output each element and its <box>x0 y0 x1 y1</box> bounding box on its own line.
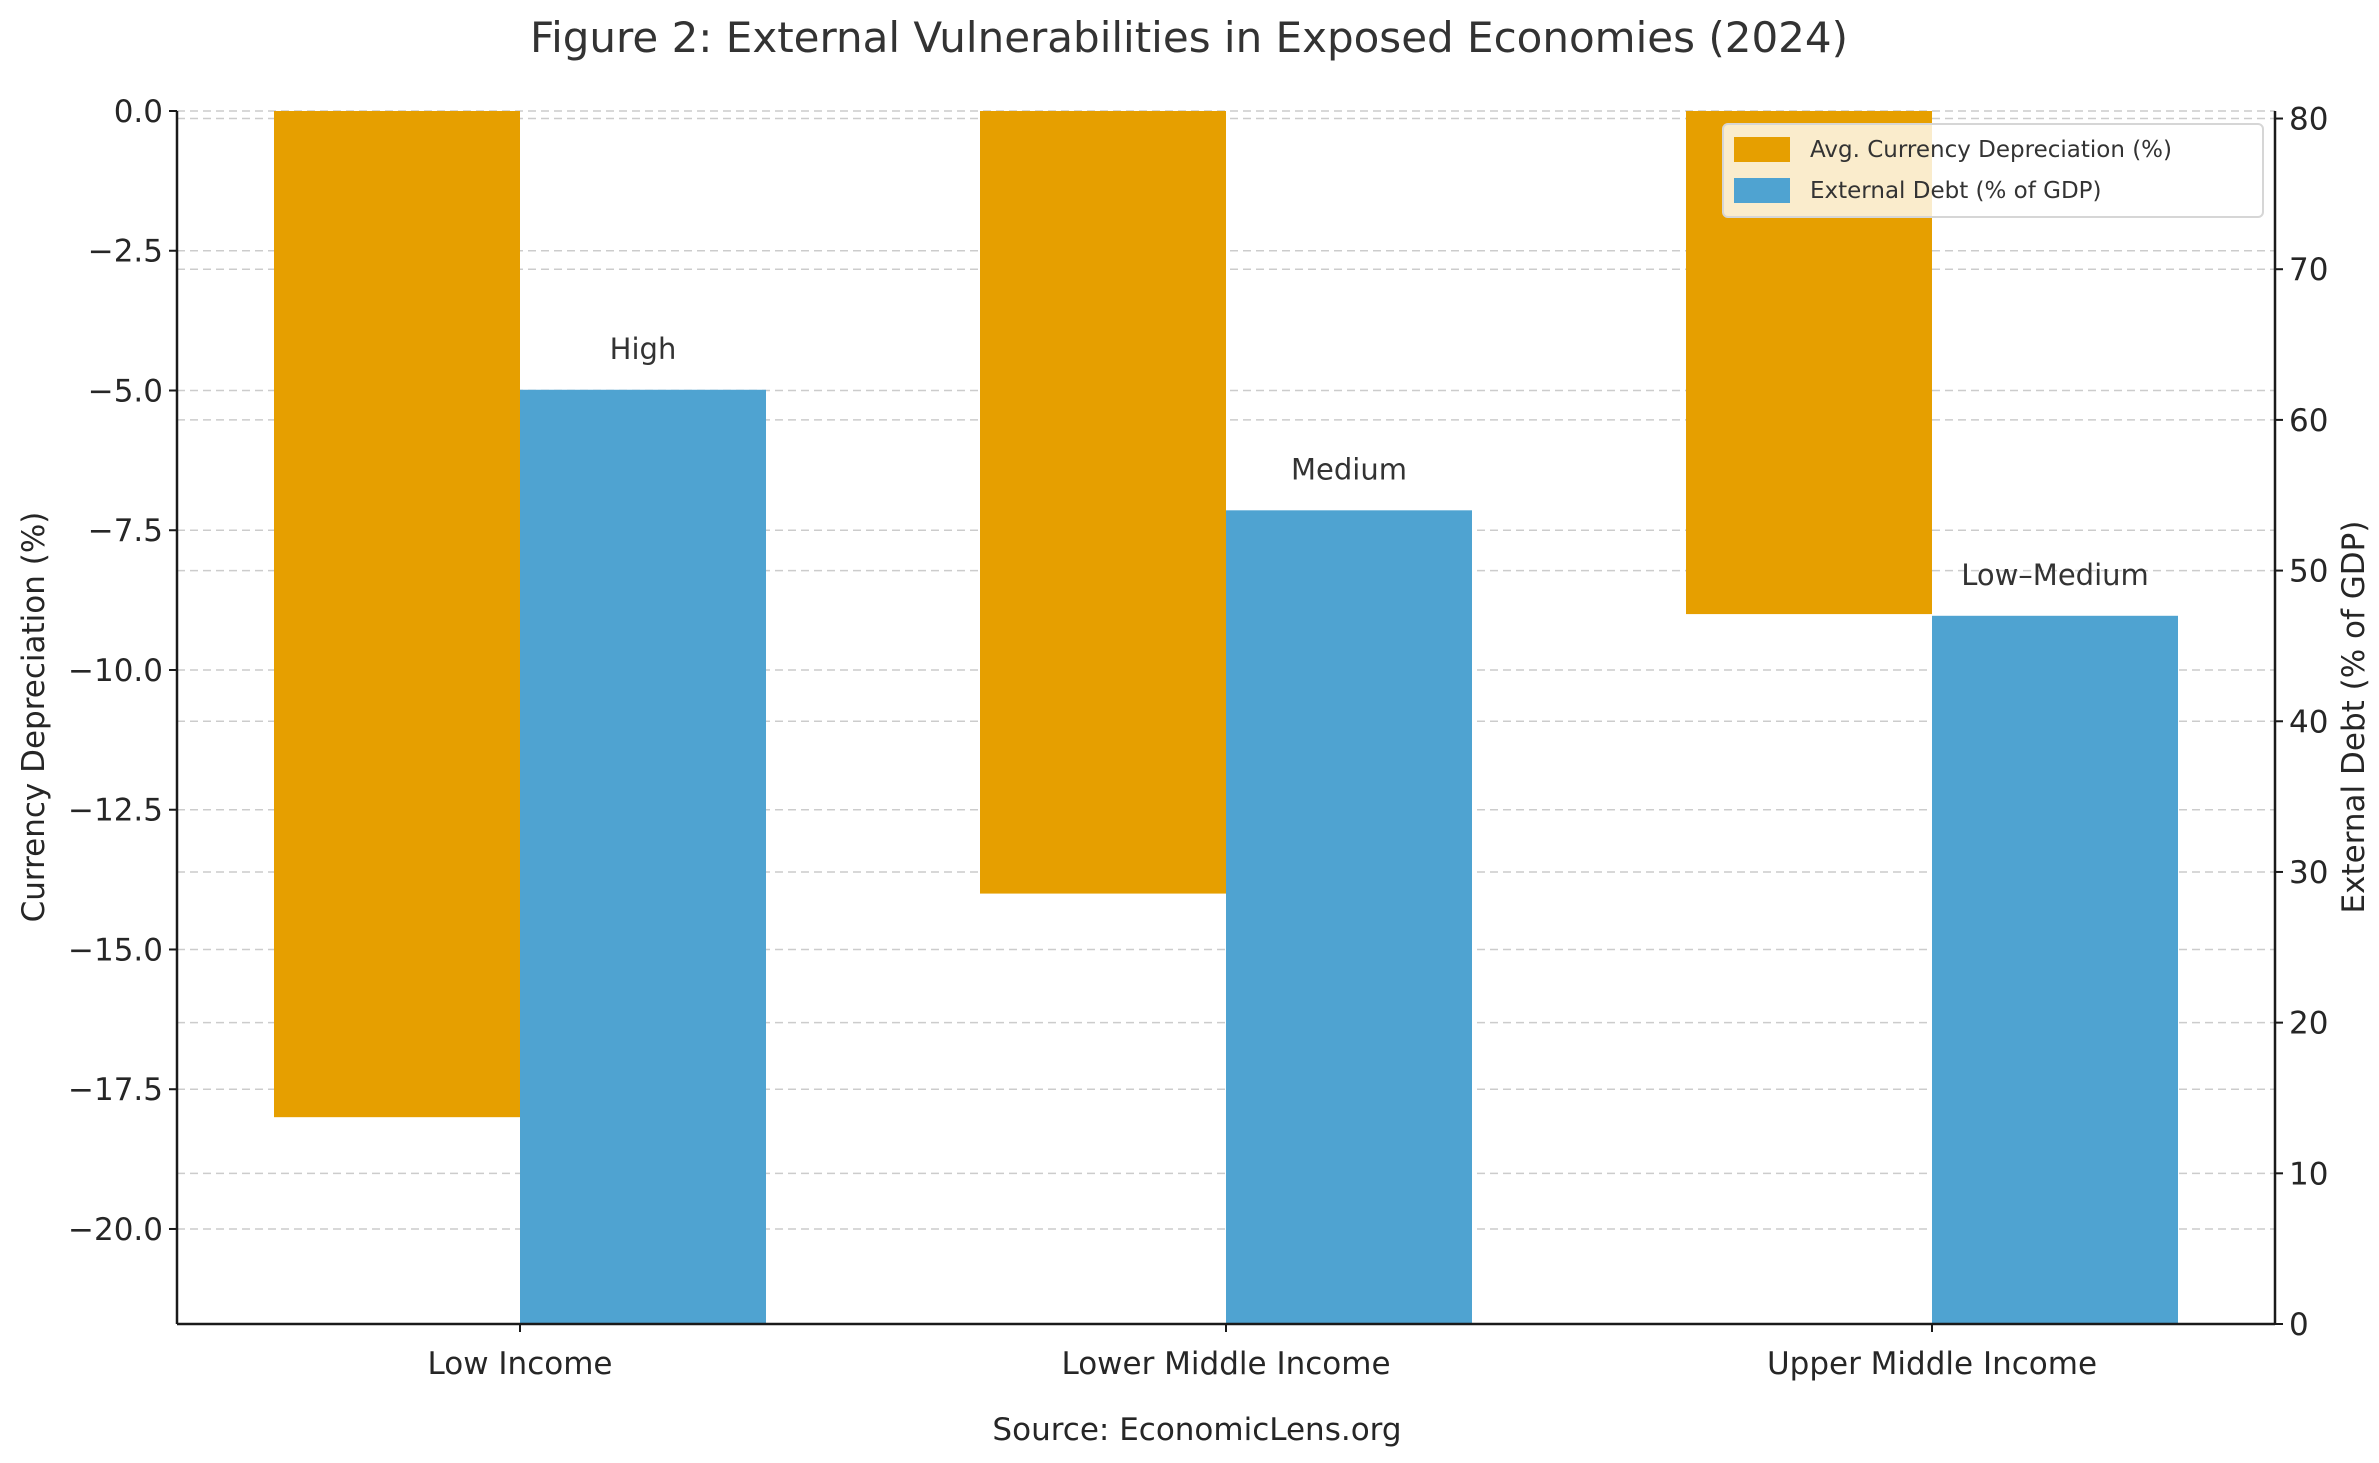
y-right-tick-label: 20 <box>2289 1006 2328 1042</box>
y-right-tick-label: 50 <box>2289 554 2328 590</box>
bar-external-debt <box>1226 510 1472 1324</box>
y-right-tick-label: 80 <box>2289 102 2328 138</box>
y-right-ticks: 0 10 20 30 40 50 60 70 80 <box>2275 102 2328 1343</box>
bar-annotations: High Medium Low–Medium <box>610 332 2149 592</box>
bars <box>274 111 2178 1324</box>
y-left-tick-label: −15.0 <box>68 932 163 968</box>
y-left-tick-label: −2.5 <box>88 234 163 270</box>
x-tick-label: Upper Middle Income <box>1767 1346 2097 1382</box>
y-left-tick-label: −12.5 <box>68 793 163 829</box>
bar-annotation: Low–Medium <box>1961 558 2149 592</box>
source-note: Source: EconomicLens.org <box>992 1412 1401 1448</box>
x-ticks: Low Income Lower Middle Income Upper Middl… <box>428 1324 2097 1382</box>
y-right-tick-label: 30 <box>2289 855 2328 891</box>
x-tick-label: Low Income <box>428 1346 613 1382</box>
y-left-tick-label: 0.0 <box>114 94 163 130</box>
bar-external-debt <box>520 389 766 1324</box>
legend-label-depreciation: Avg. Currency Depreciation (%) <box>1810 137 2172 163</box>
bar-depreciation <box>980 111 1226 894</box>
y-left-axis-label: Currency Depreciation (%) <box>16 512 52 923</box>
legend: Avg. Currency Depreciation (%) External … <box>1722 123 2264 218</box>
y-left-tick-label: −10.0 <box>68 653 163 689</box>
bar-external-debt <box>1932 615 2178 1324</box>
bar-depreciation <box>274 111 520 1118</box>
legend-swatch-depreciation <box>1734 137 1790 162</box>
y-right-tick-label: 10 <box>2289 1156 2328 1192</box>
bar-annotation: High <box>610 332 677 366</box>
legend-box <box>1722 123 2264 218</box>
x-tick-label: Lower Middle Income <box>1061 1346 1390 1382</box>
y-left-tick-label: −20.0 <box>68 1212 163 1248</box>
legend-label-external-debt: External Debt (% of GDP) <box>1810 178 2102 204</box>
y-right-axis-label: External Debt (% of GDP) <box>2336 521 2372 914</box>
y-left-tick-label: −7.5 <box>88 513 163 549</box>
y-right-tick-label: 60 <box>2289 403 2328 439</box>
y-left-tick-label: −17.5 <box>68 1072 163 1108</box>
y-right-tick-label: 0 <box>2289 1307 2309 1343</box>
y-left-tick-label: −5.0 <box>88 373 163 409</box>
legend-swatch-external-debt <box>1734 178 1790 203</box>
chart-title: Figure 2: External Vulnerabilities in Ex… <box>530 13 1848 62</box>
y-right-tick-label: 70 <box>2289 252 2328 288</box>
bar-annotation: Medium <box>1291 452 1407 486</box>
y-left-ticks: 0.0 −2.5 −5.0 −7.5 −10.0 −12.5 −15.0 −17.5 −20.0 <box>68 94 177 1248</box>
y-right-tick-label: 40 <box>2289 704 2328 740</box>
